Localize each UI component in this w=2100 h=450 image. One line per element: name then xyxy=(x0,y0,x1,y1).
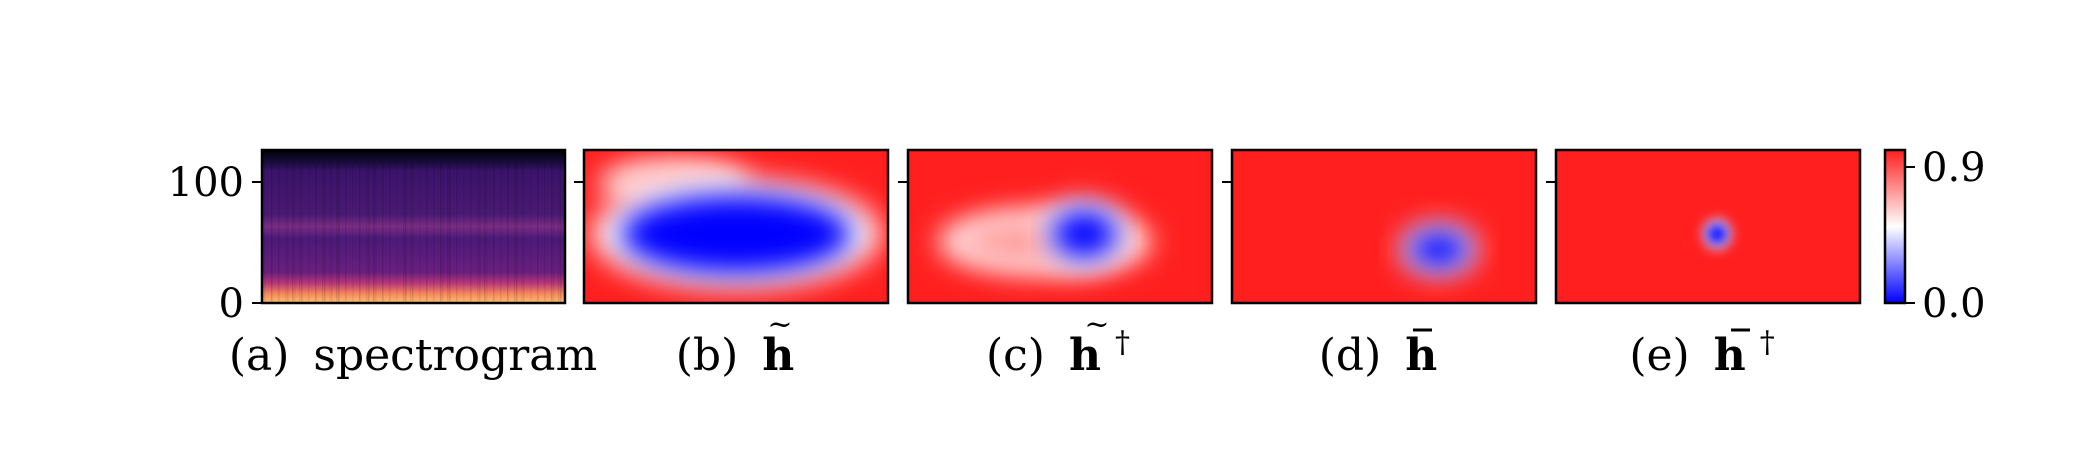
spectrogram-image xyxy=(262,150,565,303)
spectrogram-streak xyxy=(294,162,296,303)
spectrogram-streak xyxy=(403,162,405,303)
spectrogram-streak xyxy=(551,162,553,303)
spectrogram-streak xyxy=(315,162,317,303)
spectrogram-streak xyxy=(544,162,546,303)
spectrogram-streak xyxy=(484,162,486,303)
panel-b xyxy=(574,148,890,305)
panel-b-frame xyxy=(582,148,890,305)
panel-a-spectrogram: 100 0 (a) spectrogram xyxy=(168,148,597,381)
heatmap-blob xyxy=(1408,231,1470,268)
heatmap-background xyxy=(1232,150,1536,303)
spectrogram-streak xyxy=(373,162,375,303)
spectrogram-streak xyxy=(396,162,398,303)
spectrogram-streak xyxy=(530,162,532,303)
spectrogram-frame xyxy=(260,148,567,305)
spectrogram-streak xyxy=(287,162,289,303)
spectrogram-streak xyxy=(507,162,509,303)
spectrogram-streak xyxy=(493,162,495,303)
panel-c xyxy=(898,148,1214,305)
spectrogram-streak xyxy=(368,162,370,303)
spectrogram-streak xyxy=(514,162,516,303)
spectrogram-streak xyxy=(477,162,479,303)
heatmap-blob xyxy=(620,194,852,274)
spectrogram-streak xyxy=(352,162,354,303)
spectrogram-streak xyxy=(359,162,361,303)
heatmap-blob xyxy=(1050,209,1118,259)
spectrogram-streak xyxy=(338,162,340,303)
colorbar-gradient xyxy=(1883,148,1907,305)
spectrogram-streak xyxy=(382,162,384,303)
panel-c-frame xyxy=(906,148,1214,305)
spectrogram-streak xyxy=(331,162,333,303)
caption-c: (c) h † xyxy=(986,325,1130,381)
spectrogram-streak xyxy=(560,162,562,303)
spectrogram-streak xyxy=(324,162,326,303)
spectrogram-streak xyxy=(292,162,294,303)
heatmap-blob xyxy=(1706,223,1728,245)
spectrogram-streak xyxy=(285,162,287,303)
spectrogram-streak xyxy=(278,162,280,303)
spectrogram-streak xyxy=(447,162,449,303)
spectrogram-streak xyxy=(523,162,525,303)
spectrogram-streak xyxy=(479,162,481,303)
spectrogram-streak xyxy=(442,162,444,303)
caption-b-accent: ~ xyxy=(767,307,792,342)
spectrogram-streak xyxy=(486,162,488,303)
spectrogram-streak xyxy=(500,162,502,303)
caption-e: (e) h † xyxy=(1629,325,1774,381)
spectrogram-streak xyxy=(537,162,539,303)
colorbar-label-min: 0.0 xyxy=(1922,281,1986,327)
spectrogram-streak xyxy=(405,162,407,303)
spectrogram-streak xyxy=(558,162,560,303)
colorbar-label-max: 0.9 xyxy=(1922,145,1986,191)
spectrogram-streak xyxy=(389,162,391,303)
spectrogram-streak xyxy=(516,162,518,303)
spectrogram-streak xyxy=(449,162,451,303)
panel-d xyxy=(1222,148,1538,305)
spectrogram-streak xyxy=(410,162,412,303)
spectrogram-streak xyxy=(345,162,347,303)
spectrogram-streak xyxy=(470,162,472,303)
caption-b: (b) h xyxy=(676,330,795,381)
spectrogram-streak xyxy=(456,162,458,303)
spectrogram-streak xyxy=(271,162,273,303)
spectrogram-streak xyxy=(426,162,428,303)
spectrogram-streak xyxy=(301,162,303,303)
caption-a: (a) spectrogram xyxy=(229,330,597,381)
y-tick-label-0: 0 xyxy=(219,281,244,327)
caption-d: (d) h xyxy=(1319,330,1438,381)
spectrogram-texture xyxy=(262,162,562,303)
panel-d-frame xyxy=(1230,148,1538,305)
spectrogram-streak xyxy=(463,162,465,303)
panel-e xyxy=(1546,148,1862,305)
spectrogram-streak xyxy=(308,162,310,303)
spectrogram-streak xyxy=(375,162,377,303)
colorbar: 0.9 0.0 xyxy=(1883,145,1986,327)
spectrogram-streak xyxy=(264,162,266,303)
spectrogram-streak xyxy=(433,162,435,303)
spectrogram-streak xyxy=(412,162,414,303)
spectrogram-streak xyxy=(299,162,301,303)
spectrogram-streak xyxy=(419,162,421,303)
spectrogram-streak xyxy=(553,162,555,303)
spectrogram-streak xyxy=(322,162,324,303)
heatmap-panels xyxy=(574,148,1862,305)
spectrogram-streak xyxy=(521,162,523,303)
spectrogram-streak xyxy=(329,162,331,303)
y-tick-label-100: 100 xyxy=(168,160,244,206)
spectrogram-streak xyxy=(336,162,338,303)
spectrogram-streak xyxy=(440,162,442,303)
caption-c-accent: ~ xyxy=(1084,307,1109,342)
panel-e-frame xyxy=(1554,148,1862,305)
spectrogram-streak xyxy=(366,162,368,303)
